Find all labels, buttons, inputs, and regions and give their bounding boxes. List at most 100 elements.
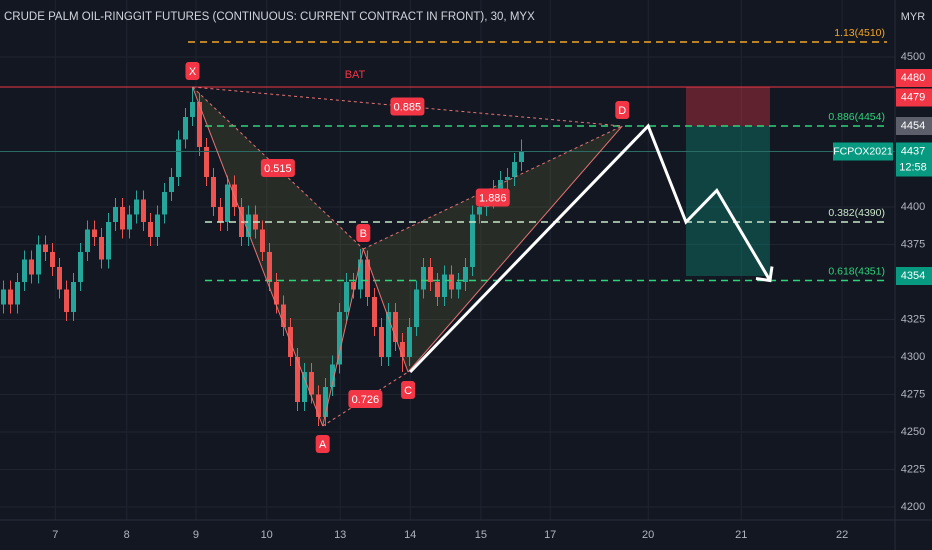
candle-body <box>406 326 412 357</box>
projection-arrowhead <box>755 266 774 283</box>
candle-body <box>462 266 468 282</box>
candle-body <box>357 259 363 290</box>
candle-body <box>49 251 55 267</box>
price-badge-label: 4480 <box>901 72 925 84</box>
candle-body <box>273 281 279 305</box>
ratio-box <box>348 389 383 408</box>
candle-body <box>35 244 41 275</box>
pattern-leg <box>322 248 364 427</box>
candle-body <box>147 221 153 237</box>
candle-body <box>77 251 83 282</box>
countdown: 12:58 <box>899 161 927 173</box>
currency: MYR <box>901 11 926 23</box>
candle-body <box>224 184 230 222</box>
candle-body <box>301 371 307 402</box>
candle-body <box>7 289 13 305</box>
x-tick-label: 15 <box>475 529 487 541</box>
projection-path <box>409 123 772 374</box>
candle-body <box>203 146 209 177</box>
price-badge <box>896 68 932 87</box>
candle-body <box>63 289 69 312</box>
ratio-box <box>475 188 510 207</box>
pattern-point-label: A <box>319 439 327 451</box>
candle-body <box>105 221 111 260</box>
price-badge-label: 4437 <box>901 145 925 157</box>
candle-body <box>343 281 349 312</box>
candle-body <box>308 371 314 395</box>
pattern-point-label: X <box>189 66 197 78</box>
ratio-box <box>260 158 295 177</box>
candle-body <box>399 341 405 357</box>
x-tick-label: 9 <box>193 529 199 541</box>
candle-body <box>21 259 27 282</box>
candle-body <box>133 199 139 215</box>
candle-body <box>28 259 34 275</box>
candle-body <box>42 244 48 252</box>
symbol-label: FCPOX2021 <box>833 145 893 157</box>
fib-level-label: 0.382(4390) <box>828 207 885 219</box>
y-tick-label: 4250 <box>901 426 925 438</box>
candle-body <box>322 386 328 417</box>
candle-body <box>315 394 321 417</box>
y-tick-label: 4275 <box>901 388 925 400</box>
price-badge-label: 4354 <box>901 270 925 282</box>
ratio-label: 0.515 <box>264 163 292 175</box>
candle-body <box>413 289 419 327</box>
target-zone <box>685 125 770 276</box>
candle-body <box>329 364 335 387</box>
candle-body <box>245 214 251 237</box>
pattern-point-box <box>401 380 416 399</box>
candle-body <box>364 259 370 297</box>
candle-body <box>168 176 174 192</box>
candle-body <box>14 281 20 305</box>
x-tick-label: 14 <box>404 529 416 541</box>
candle-body <box>434 281 440 297</box>
price-badge <box>896 266 932 285</box>
y-tick-label: 4400 <box>901 201 925 213</box>
x-tick-label: 7 <box>52 529 58 541</box>
ratio-box <box>390 97 425 116</box>
candle-body <box>0 289 6 305</box>
candle-body <box>497 179 503 189</box>
candle-body <box>427 266 433 282</box>
candle-body <box>154 214 160 237</box>
x-tick-label: 22 <box>836 529 848 541</box>
chart-title: CRUDE PALM OIL-RINGGIT FUTURES (CONTINUO… <box>4 11 535 23</box>
candle-body <box>70 281 76 312</box>
x-tick-label: 20 <box>642 529 654 541</box>
ratio-label: 0.726 <box>352 394 380 406</box>
pattern-point-box <box>315 434 330 453</box>
candle-body <box>84 229 90 252</box>
fib-level-label: 0.886(4454) <box>828 111 885 123</box>
candle-body <box>294 356 300 402</box>
price-badge <box>896 116 932 135</box>
candle-body <box>91 229 97 237</box>
x-tick-label: 17 <box>544 529 556 541</box>
candle-body <box>441 274 447 297</box>
price-badge <box>896 142 932 177</box>
candle-body <box>126 214 132 230</box>
x-tick-label: 21 <box>735 529 747 541</box>
pattern-point-box <box>356 223 371 242</box>
candle-body <box>504 176 510 180</box>
candle-body <box>98 236 104 260</box>
candle-body <box>518 151 524 162</box>
axes: 4200 4225 4250 4275 4300 4325 4375 4400 4500 7 8 9 1… <box>52 51 932 541</box>
pattern-name: BAT <box>345 69 366 81</box>
pattern-leg <box>362 248 409 373</box>
y-tick-label: 4300 <box>901 351 925 363</box>
candle-body <box>371 296 377 327</box>
candle-body <box>140 199 146 222</box>
pattern-fill <box>192 86 364 426</box>
ratio-label: 1.886 <box>479 192 507 204</box>
candle-body <box>210 176 216 207</box>
pattern-point-box <box>185 61 200 80</box>
candle-body <box>448 274 454 290</box>
pattern-leg <box>407 125 623 373</box>
grid <box>0 0 895 520</box>
candle-body <box>217 206 223 222</box>
overlay: 1.13(4510) 0.886(4454) 0.382(4390) 0.618(43… <box>0 27 895 453</box>
y-tick-label: 4375 <box>901 238 925 250</box>
x-tick-label: 13 <box>334 529 346 541</box>
